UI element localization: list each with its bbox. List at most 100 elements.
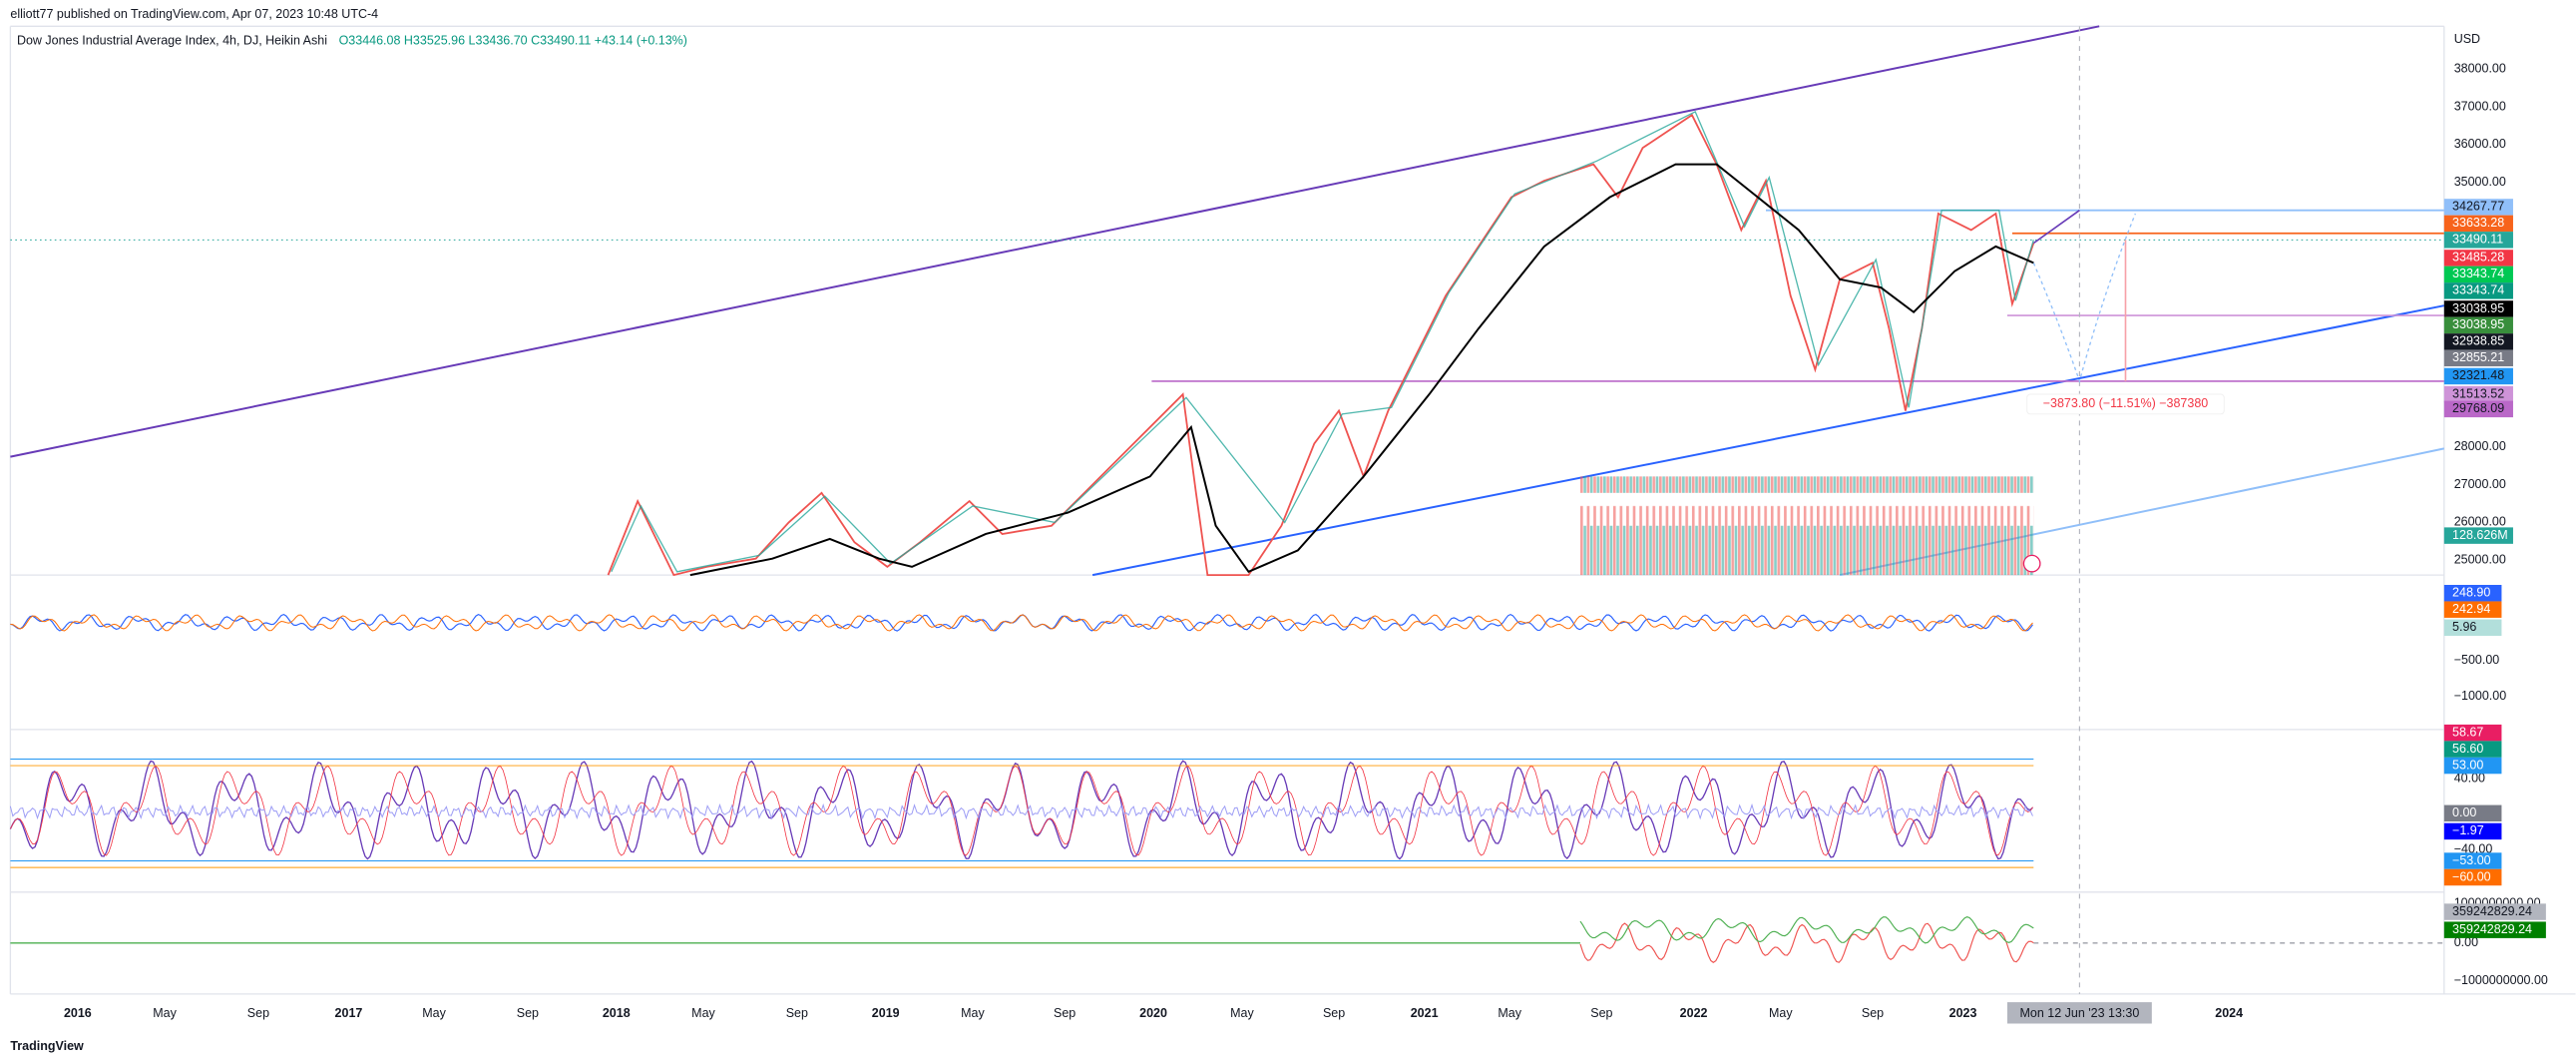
axis-label: 28000.00 <box>2454 439 2506 453</box>
price-tag-label: 33485.28 <box>2452 251 2504 265</box>
price-tag <box>2443 232 2513 249</box>
price-tag <box>2443 266 2513 283</box>
price-tag <box>2443 921 2546 938</box>
footer-brand: TradingView <box>10 1039 84 1053</box>
time-label: May <box>422 1006 446 1020</box>
price-candles <box>607 113 2035 577</box>
time-label: May <box>1769 1006 1793 1020</box>
price-tag <box>2443 804 2502 822</box>
axis-label: −1000.00 <box>2454 689 2507 703</box>
cursor-time: Mon 12 Jun '23 13:30 <box>2019 1006 2139 1020</box>
price-tag <box>2443 316 2513 334</box>
price-tag-label: 32855.21 <box>2452 350 2504 364</box>
axis-label: 0.00 <box>2454 935 2478 949</box>
price-tag-label: 56.60 <box>2452 742 2483 756</box>
time-label: 2016 <box>64 1006 92 1020</box>
time-label: 2018 <box>603 1006 631 1020</box>
price-tag-label: 33038.95 <box>2452 317 2504 331</box>
time-label: Sep <box>1323 1006 1345 1020</box>
time-label: Sep <box>1054 1006 1075 1020</box>
indicator-line <box>10 765 2033 856</box>
symbol-title: Dow Jones Industrial Average Index, 4h, … <box>17 33 327 47</box>
axis-label: 37000.00 <box>2454 99 2506 113</box>
price-tag <box>2443 852 2502 869</box>
price-tag <box>2443 333 2513 350</box>
time-label: May <box>1230 1006 1254 1020</box>
price-tag <box>2443 349 2513 367</box>
indicator-line <box>9 760 2033 860</box>
time-label: Sep <box>517 1006 539 1020</box>
time-label: May <box>961 1006 985 1020</box>
indicator-line <box>1579 916 2034 944</box>
price-tag-label: 32938.85 <box>2452 334 2504 348</box>
time-label: 2021 <box>1411 1006 1439 1020</box>
axis-label: 40.00 <box>2454 772 2485 786</box>
price-tag <box>2443 199 2513 216</box>
time-label: 2020 <box>1139 1006 1167 1020</box>
price-tag <box>2443 584 2502 602</box>
price-candles-up <box>611 111 2034 573</box>
price-tag <box>2443 250 2513 266</box>
price-tag <box>2443 724 2502 742</box>
axis-label: 36000.00 <box>2454 137 2506 151</box>
price-tag-label: 31513.52 <box>2452 386 2504 400</box>
price-tag <box>2443 367 2513 385</box>
price-tag-label: 5.96 <box>2452 620 2476 634</box>
price-tag <box>2443 215 2513 233</box>
price-tag-label: 29768.09 <box>2452 401 2504 415</box>
price-tag <box>2443 741 2502 758</box>
time-label: May <box>691 1006 715 1020</box>
time-label: Sep <box>1590 1006 1612 1020</box>
axis-label: −40.00 <box>2454 841 2493 855</box>
pane-frames <box>9 25 2576 995</box>
price-tag <box>2443 385 2513 403</box>
price-tag-label: 33633.28 <box>2452 216 2504 230</box>
price-tag <box>2443 822 2502 840</box>
price-tag-label: −1.97 <box>2452 823 2484 837</box>
price-tag-label: 359242829.24 <box>2452 904 2532 918</box>
price-tag <box>2443 400 2513 418</box>
axis-label: −500.00 <box>2454 653 2500 667</box>
time-label: 2019 <box>872 1006 900 1020</box>
price-tag <box>2443 300 2513 317</box>
axis-label: 38000.00 <box>2454 61 2506 75</box>
price-tag-label: 359242829.24 <box>2452 922 2532 936</box>
time-label: 2023 <box>1949 1006 1977 1020</box>
measure-label: −3873.80 (−11.51%) −387380 <box>2043 396 2209 410</box>
price-tag-label: 53.00 <box>2452 758 2483 772</box>
ohlc: O33446.08 H33525.96 L33436.70 C33490.11 … <box>339 33 687 47</box>
price-tag-label: 0.00 <box>2452 805 2476 819</box>
price-tag <box>2443 527 2513 544</box>
time-label: Sep <box>247 1006 269 1020</box>
price-tag-label: 128.626M <box>2452 528 2508 542</box>
cursor-time-box <box>2006 1002 2152 1024</box>
time-label: 2017 <box>335 1006 363 1020</box>
time-label: Sep <box>1862 1006 1884 1020</box>
axis-label: −1000000000.00 <box>2454 973 2548 987</box>
axis-label: 35000.00 <box>2454 175 2506 189</box>
byline: elliott77 published on TradingView.com, … <box>10 7 378 21</box>
time-label: May <box>1498 1006 1521 1020</box>
price-tag-label: 32321.48 <box>2452 368 2504 382</box>
price-tag <box>2443 619 2502 637</box>
axis-label: 25000.00 <box>2454 553 2506 567</box>
price-tag-label: 242.94 <box>2452 602 2490 616</box>
axis-label: 26000.00 <box>2454 515 2506 529</box>
price-tag-label: 33490.11 <box>2452 233 2503 247</box>
moving-average <box>689 163 2034 577</box>
time-label: 2024 <box>2215 1006 2243 1020</box>
indicator-line <box>1579 922 2034 963</box>
price-tag <box>2443 601 2502 618</box>
price-tag-label: 248.90 <box>2452 586 2490 600</box>
price-tag-label: −53.00 <box>2452 853 2491 867</box>
price-tag <box>2443 903 2546 920</box>
flash-icon[interactable] <box>2022 554 2041 573</box>
indicator-line <box>10 614 2033 632</box>
time-label: Sep <box>786 1006 808 1020</box>
time-label: 2022 <box>1680 1006 1708 1020</box>
axis-label: 27000.00 <box>2454 477 2506 491</box>
price-tag-label: 33343.74 <box>2452 266 2504 280</box>
dynamic-layer: 38000.00 37000.00 36000.00 35000.00 28000.00… <box>9 61 2548 1020</box>
